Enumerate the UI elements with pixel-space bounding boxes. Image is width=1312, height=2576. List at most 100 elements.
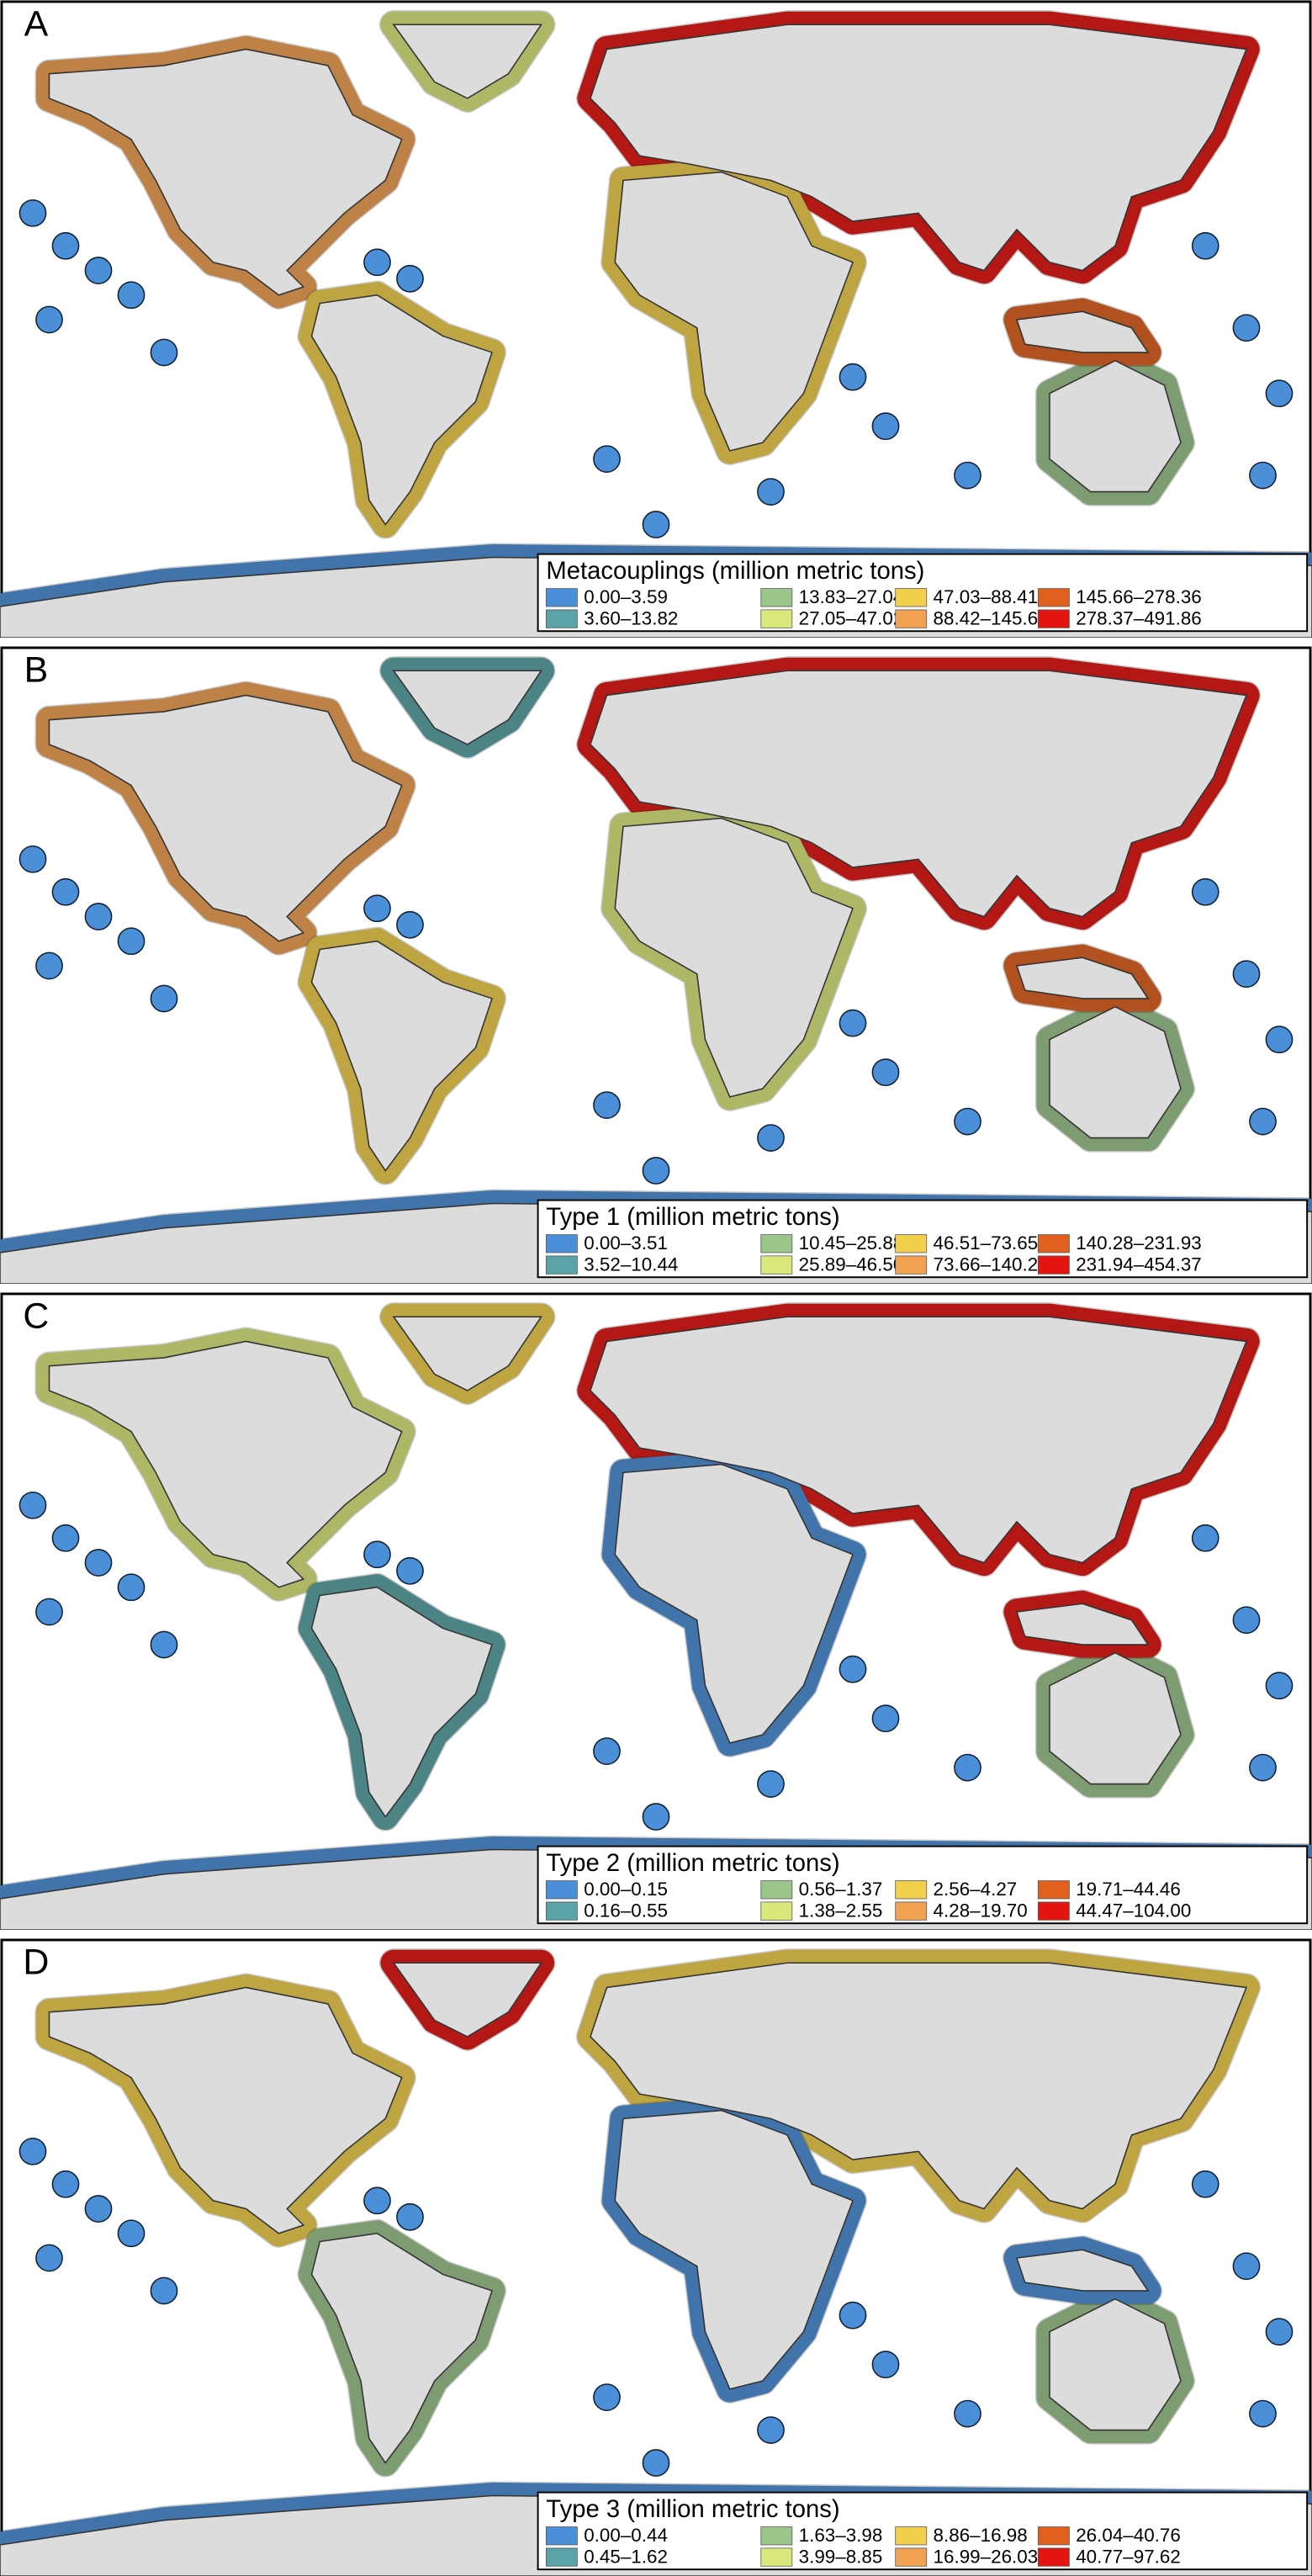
island-eez <box>1249 2399 1277 2428</box>
legend-label: 46.51–73.65 <box>934 1232 1039 1254</box>
legend-swatch <box>545 1901 578 1921</box>
legend-label: 27.05–47.02 <box>799 607 904 628</box>
island-eez <box>35 1598 63 1626</box>
island-eez <box>35 951 63 980</box>
legend-label: 1.63–3.98 <box>799 2525 883 2546</box>
panel-label: A <box>24 4 49 45</box>
legend-swatch <box>545 609 578 628</box>
island-eez <box>757 2416 785 2444</box>
island-eez <box>84 903 113 930</box>
island-eez <box>1265 379 1293 408</box>
legend-label: 3.99–8.85 <box>799 2546 883 2567</box>
landmass <box>614 1463 854 1744</box>
legend-swatch <box>760 1880 793 1900</box>
legend: Type 1 (million metric tons)0.00–3.513.5… <box>537 1199 1309 1279</box>
island-eez <box>954 461 981 490</box>
island-eez <box>642 2449 670 2477</box>
island-eez <box>1249 461 1277 490</box>
map-panel: B Type 1 (million metric tons)0.00–3.513.… <box>0 646 1312 1284</box>
legend-label: 73.66–140.27 <box>934 1254 1049 1275</box>
island-eez <box>51 231 80 260</box>
legend-swatch <box>1037 588 1070 607</box>
island-eez <box>19 845 47 873</box>
island-eez <box>1191 877 1219 906</box>
island-eez <box>51 2170 80 2198</box>
island-eez <box>642 1157 670 1185</box>
legend-title: Metacouplings (million metric tons) <box>546 558 924 585</box>
island-eez <box>19 1491 47 1519</box>
legend-swatch <box>545 1880 578 1900</box>
legend-label: 13.83–27.04 <box>799 586 904 607</box>
island-eez <box>396 910 424 939</box>
legend: Type 3 (million metric tons)0.00–0.440.4… <box>537 2491 1309 2571</box>
legend-swatch <box>1037 1901 1070 1921</box>
legend-title: Type 2 (million metric tons) <box>546 1850 839 1877</box>
legend-swatch <box>760 1255 793 1275</box>
legend-title: Type 1 (million metric tons) <box>546 1204 839 1231</box>
landmass <box>1049 1005 1182 1139</box>
legend-title: Type 3 (million metric tons) <box>546 2496 839 2523</box>
island-eez <box>1265 2318 1293 2346</box>
legend-swatch <box>545 588 578 607</box>
landmass <box>310 940 493 1172</box>
legend-label: 0.56–1.37 <box>799 1879 883 1900</box>
legend-swatch <box>895 2526 928 2546</box>
island-eez <box>117 1573 145 1602</box>
island-eez <box>150 338 178 367</box>
legend-label: 40.77–97.62 <box>1076 2546 1181 2567</box>
island-eez <box>839 2301 867 2330</box>
panel-label: C <box>23 1296 49 1337</box>
legend-label: 0.00–3.59 <box>584 586 668 607</box>
legend-label: 8.86–16.98 <box>934 2525 1028 2546</box>
legend-label: 140.28–231.93 <box>1076 1232 1202 1254</box>
map-panel: C Type 2 (million metric tons)0.00–0.150.… <box>0 1292 1312 1930</box>
legend-swatch <box>895 588 928 607</box>
map-panel: A Metacouplings (million metric tons)0.00… <box>0 0 1312 638</box>
island-eez <box>363 894 391 923</box>
island-eez <box>84 2195 113 2223</box>
island-eez <box>593 2383 621 2411</box>
legend-label: 0.45–1.62 <box>584 2546 668 2567</box>
legend-label: 26.04–40.76 <box>1076 2525 1181 2546</box>
island-eez <box>1232 1606 1261 1635</box>
legend-label: 145.66–278.36 <box>1076 586 1202 607</box>
legend-swatch <box>1037 609 1070 628</box>
legend-label: 44.47–104.00 <box>1076 1900 1191 1921</box>
landmass <box>590 24 1248 272</box>
island-eez <box>1232 2252 1261 2281</box>
legend-swatch <box>895 2547 928 2567</box>
legend-label: 278.37–491.86 <box>1076 607 1202 628</box>
legend: Type 2 (million metric tons)0.00–0.150.1… <box>537 1845 1309 1925</box>
island-eez <box>1232 314 1261 342</box>
legend-swatch <box>1037 1880 1070 1900</box>
island-eez <box>1191 1524 1219 1552</box>
landmass <box>310 294 493 526</box>
landmass <box>614 171 854 452</box>
legend-swatch <box>895 1234 928 1254</box>
island-eez <box>954 1107 981 1136</box>
island-eez <box>871 412 900 441</box>
island-eez <box>757 478 785 506</box>
legend-swatch <box>760 2526 793 2546</box>
island-eez <box>35 305 63 334</box>
landmass <box>1015 957 1150 999</box>
island-eez <box>757 1124 785 1152</box>
island-eez <box>593 445 621 473</box>
island-eez <box>19 199 47 227</box>
legend-swatch <box>545 1255 578 1275</box>
legend-label: 1.38–2.55 <box>799 1900 883 1921</box>
island-eez <box>35 2244 63 2272</box>
legend-label: 25.89–46.50 <box>799 1254 904 1275</box>
island-eez <box>1265 1672 1293 1700</box>
landmass <box>48 48 403 296</box>
legend-swatch <box>760 1234 793 1254</box>
landmass <box>614 817 854 1098</box>
island-eez <box>19 2137 47 2165</box>
island-eez <box>642 1803 670 1831</box>
legend-label: 19.71–44.46 <box>1076 1879 1181 1900</box>
island-eez <box>1249 1107 1277 1136</box>
island-eez <box>117 927 145 956</box>
legend-swatch <box>895 1901 928 1921</box>
landmass <box>1049 359 1182 493</box>
